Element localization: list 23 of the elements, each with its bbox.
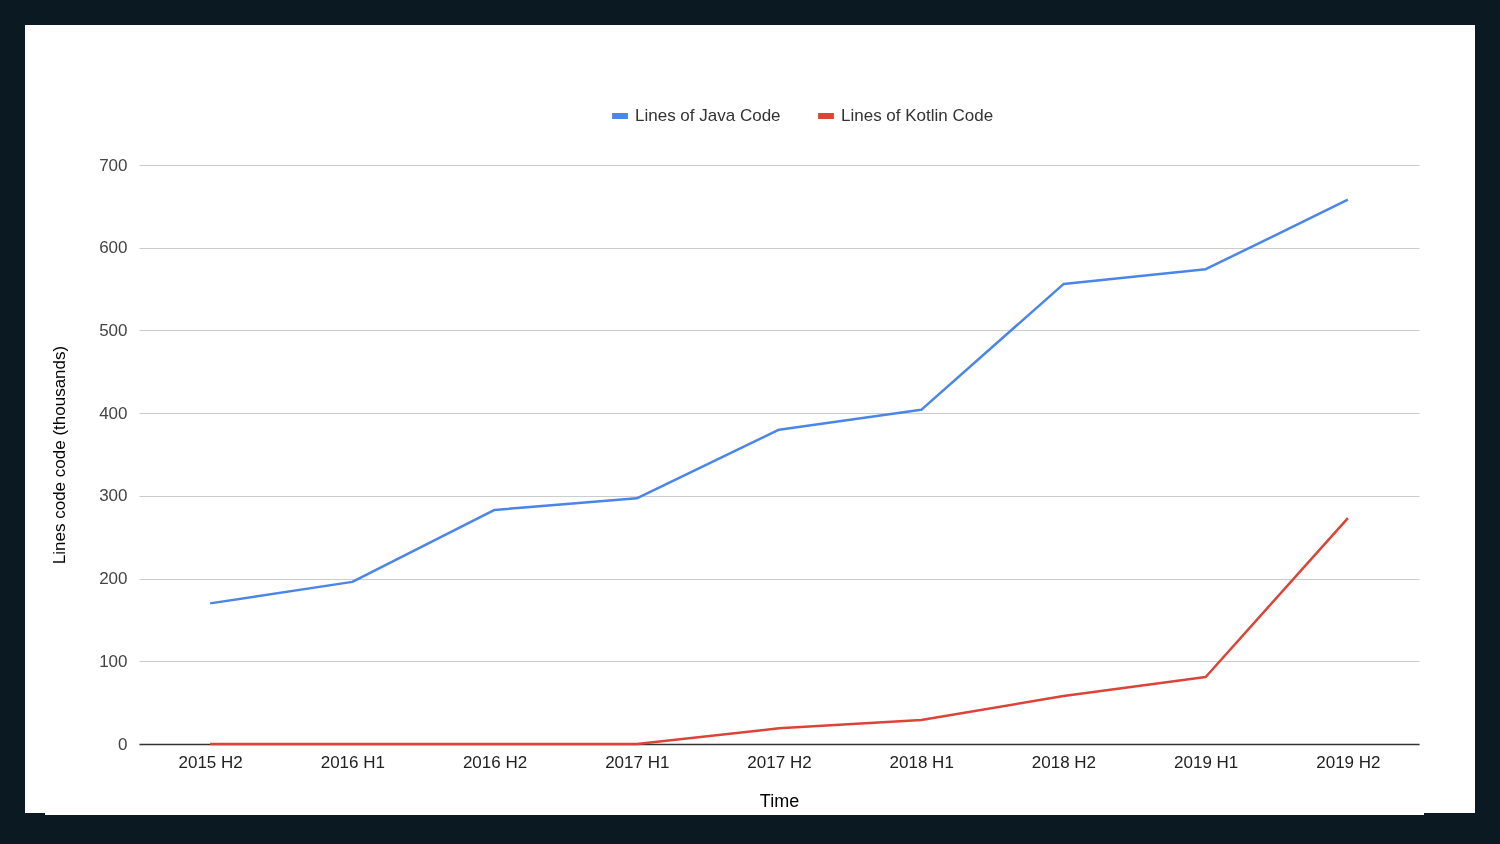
x-tick-label: 2019 H2 bbox=[1316, 752, 1381, 772]
x-tick-label: 2018 H1 bbox=[889, 752, 954, 772]
x-tick-label: 2016 H1 bbox=[320, 752, 385, 772]
y-tick-label: 400 bbox=[99, 403, 128, 423]
x-tick-label: 2018 H2 bbox=[1031, 752, 1097, 772]
y-tick-label: 700 bbox=[99, 155, 128, 175]
y-tick-label: 0 bbox=[118, 734, 128, 754]
y-tick-label: 300 bbox=[99, 486, 128, 506]
x-tick-label: 2016 H2 bbox=[462, 752, 528, 772]
line-series bbox=[208, 198, 1350, 605]
x-tick-label: 2015 H2 bbox=[178, 752, 243, 772]
x-tick-label: 2017 H2 bbox=[747, 752, 812, 772]
y-axis-title: Lines code code (thousands) bbox=[50, 345, 70, 565]
line-series bbox=[208, 516, 1350, 746]
y-tick-label: 600 bbox=[99, 238, 128, 258]
y-tick-label: 100 bbox=[99, 651, 128, 671]
x-axis-title: Time bbox=[759, 790, 800, 811]
y-tick-label: 500 bbox=[99, 320, 128, 340]
x-tick-label: 2019 H1 bbox=[1174, 752, 1239, 772]
x-tick-label: 2017 H1 bbox=[605, 752, 670, 772]
legend-label: Lines of Kotlin Code bbox=[841, 106, 994, 125]
y-tick-label: 200 bbox=[99, 569, 128, 589]
legend-label: Lines of Java Code bbox=[635, 106, 781, 125]
